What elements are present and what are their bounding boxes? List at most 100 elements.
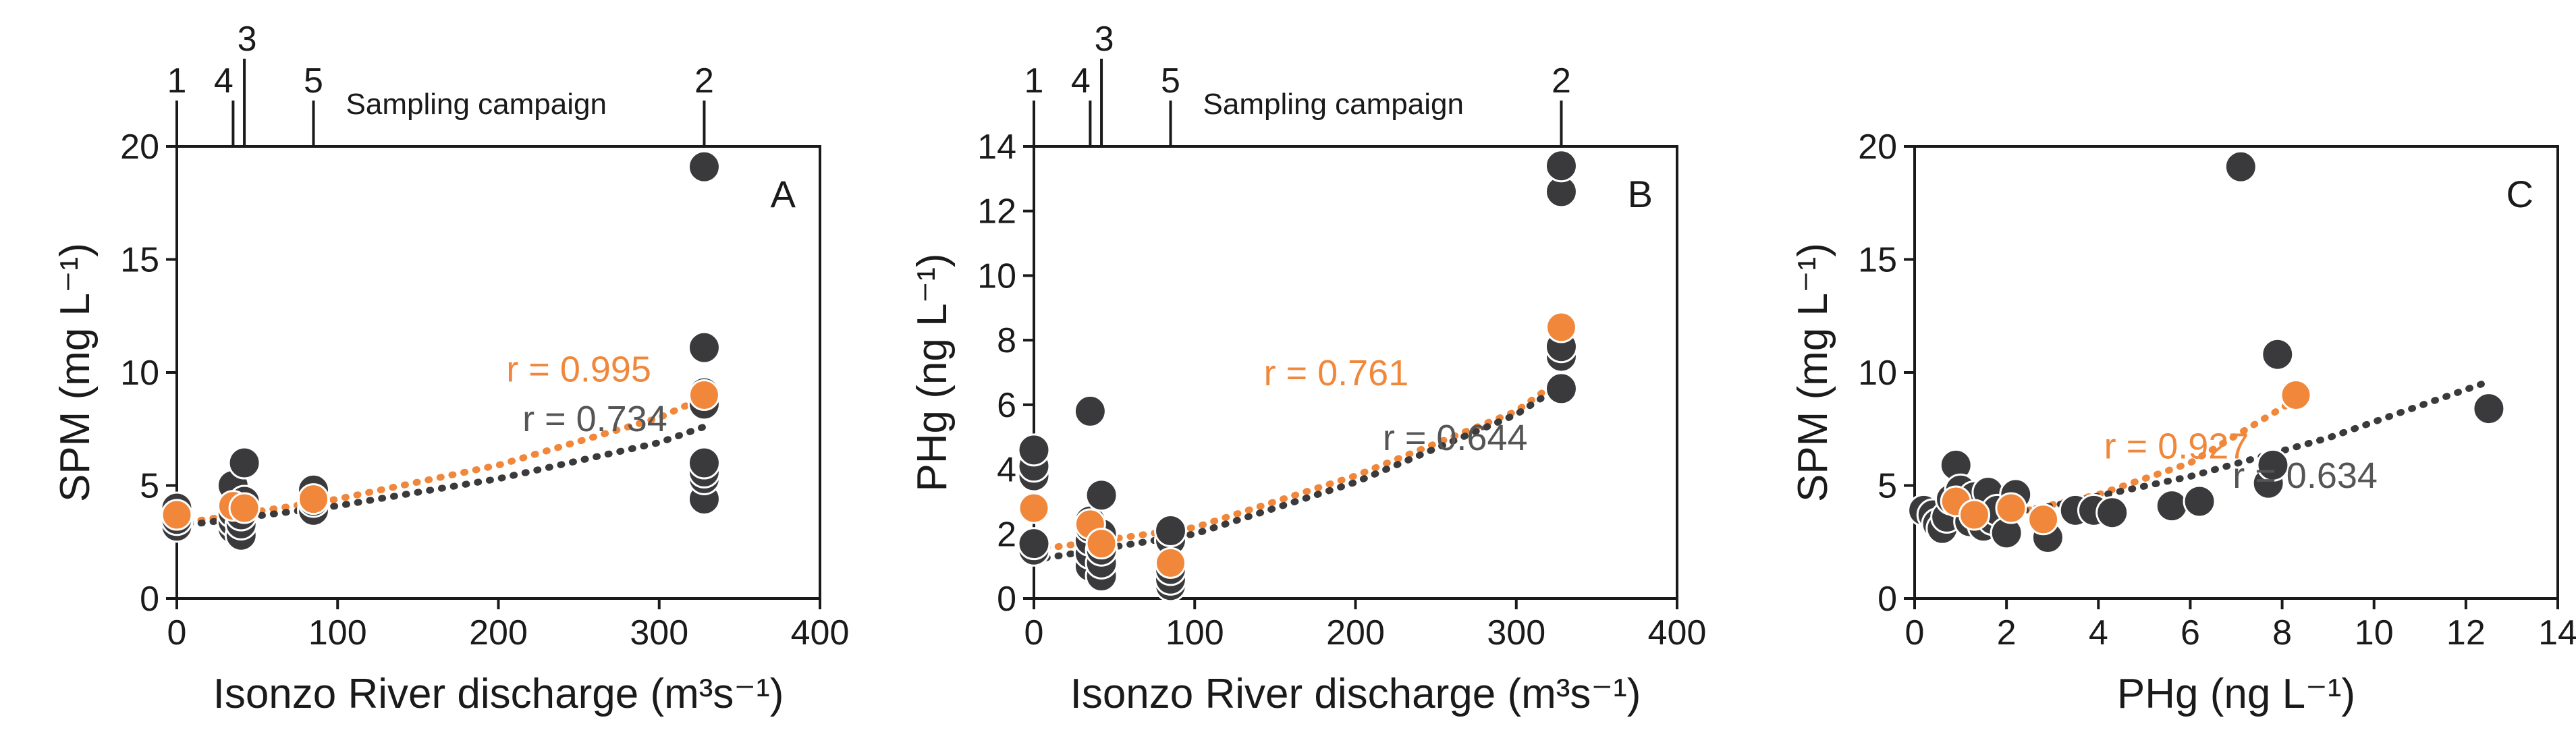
x-tick-label: 100 [308, 613, 367, 652]
panel-letter: C [2506, 173, 2533, 215]
y-tick-label: 0 [997, 580, 1016, 619]
y-tick-label: 15 [1858, 241, 1897, 280]
y-tick-label: 6 [997, 386, 1016, 425]
data-point [2095, 496, 2129, 530]
y-tick-label: 10 [1858, 354, 1897, 393]
x-tick-label: 200 [469, 613, 528, 652]
y-axis-label: PHg (ng L⁻¹) [909, 253, 956, 491]
data-point [1154, 514, 1188, 547]
campaign-label: 5 [304, 61, 323, 101]
y-tick-label: 12 [977, 192, 1016, 231]
mean-point [688, 379, 720, 411]
mean-point [1155, 547, 1187, 579]
data-point [1544, 149, 1578, 183]
data-point [2261, 337, 2295, 371]
campaign-label: 1 [167, 61, 187, 101]
data-point [2183, 484, 2216, 518]
data-point [1017, 527, 1051, 561]
x-tick-label: 400 [1648, 613, 1707, 652]
mean-point [228, 492, 261, 524]
x-tick-label: 2 [1997, 613, 2017, 652]
mean-point [1995, 492, 2027, 524]
y-tick-label: 8 [997, 321, 1016, 360]
mean-point [1018, 492, 1050, 524]
x-axis-label: PHg (ng L⁻¹) [2117, 671, 2355, 717]
data-point [687, 331, 721, 364]
mean-point [298, 483, 330, 516]
y-tick-label: 20 [120, 128, 159, 167]
campaign-label: 2 [1552, 61, 1571, 101]
mean-point [2280, 379, 2312, 411]
data-point [2155, 489, 2189, 523]
y-axis-label: SPM (mg L⁻¹) [52, 243, 99, 502]
x-tick-label: 6 [2181, 613, 2200, 652]
x-tick-label: 8 [2272, 613, 2292, 652]
campaign-label: 4 [214, 61, 234, 101]
x-tick-label: 10 [2355, 613, 2394, 652]
x-tick-label: 400 [791, 613, 850, 652]
campaign-axis-title: Sampling campaign [1203, 88, 1464, 121]
x-tick-label: 100 [1166, 613, 1224, 652]
y-axis-label: SPM (mg L⁻¹) [1790, 243, 1836, 502]
data-point [227, 446, 261, 480]
panel-c: 0 2 4 6 8 10 12 14 0 5 10 15 20 PHg (ng L⁻¹) SPM (mg L… [1790, 128, 2576, 717]
campaign-label: 2 [694, 61, 714, 101]
y-tick-label: 4 [997, 451, 1016, 490]
x-tick-label: 14 [2538, 613, 2576, 652]
dark-trendline [173, 423, 708, 530]
campaign-axis-title: Sampling campaign [346, 88, 607, 121]
data-point [2256, 448, 2290, 482]
panel-letter: B [1628, 173, 1653, 215]
correlation-label: r = 0.995 [506, 349, 651, 389]
y-tick-label: 10 [120, 354, 159, 393]
x-axis-label: Isonzo River discharge (m³s⁻¹) [213, 671, 784, 717]
mean-point [1545, 311, 1577, 343]
correlation-label: r = 0.634 [2232, 455, 2378, 496]
x-tick-label: 12 [2446, 613, 2486, 652]
correlation-label: r = 0.734 [522, 399, 667, 439]
x-tick-label: 0 [1905, 613, 1925, 652]
correlation-label: r = 0.761 [1264, 353, 1409, 393]
y-tick-label: 2 [997, 515, 1016, 554]
y-tick-label: 20 [1858, 128, 1897, 167]
mean-point [1085, 528, 1118, 560]
y-tick-label: 14 [977, 128, 1016, 167]
dark-trendline [1031, 382, 1565, 563]
mean-point [1958, 499, 1990, 531]
orange-trendline [1031, 375, 1565, 554]
x-tick-label: 200 [1326, 613, 1385, 652]
panel-letter: A [771, 173, 796, 215]
y-tick-label: 0 [140, 580, 159, 619]
campaign-label: 3 [238, 20, 257, 59]
data-point [687, 150, 721, 184]
plot-frame [175, 145, 821, 600]
y-tick-label: 0 [1878, 580, 1897, 619]
data-point [1017, 433, 1051, 467]
data-point [1073, 394, 1107, 428]
x-tick-label: 300 [1487, 613, 1545, 652]
mean-point [161, 499, 193, 531]
campaign-label: 4 [1071, 61, 1091, 101]
x-tick-label: 0 [1024, 613, 1044, 652]
x-tick-label: 300 [630, 613, 688, 652]
campaign-label: 1 [1024, 61, 1044, 101]
x-axis-label: Isonzo River discharge (m³s⁻¹) [1070, 671, 1641, 717]
data-point [687, 446, 721, 480]
mean-point [2027, 503, 2060, 536]
campaign-label: 5 [1161, 61, 1180, 101]
y-tick-label: 15 [120, 241, 159, 280]
orange-trendline [173, 393, 708, 528]
campaign-label: 3 [1095, 20, 1114, 59]
data-point [1085, 478, 1118, 512]
x-tick-label: 4 [2089, 613, 2108, 652]
y-tick-label: 5 [140, 467, 159, 506]
data-point [2472, 392, 2506, 426]
data-point [1544, 372, 1578, 406]
correlation-label: r = 0.644 [1383, 418, 1528, 458]
y-tick-label: 5 [1878, 467, 1897, 506]
data-point [2224, 150, 2257, 184]
y-tick-label: 10 [977, 256, 1016, 296]
